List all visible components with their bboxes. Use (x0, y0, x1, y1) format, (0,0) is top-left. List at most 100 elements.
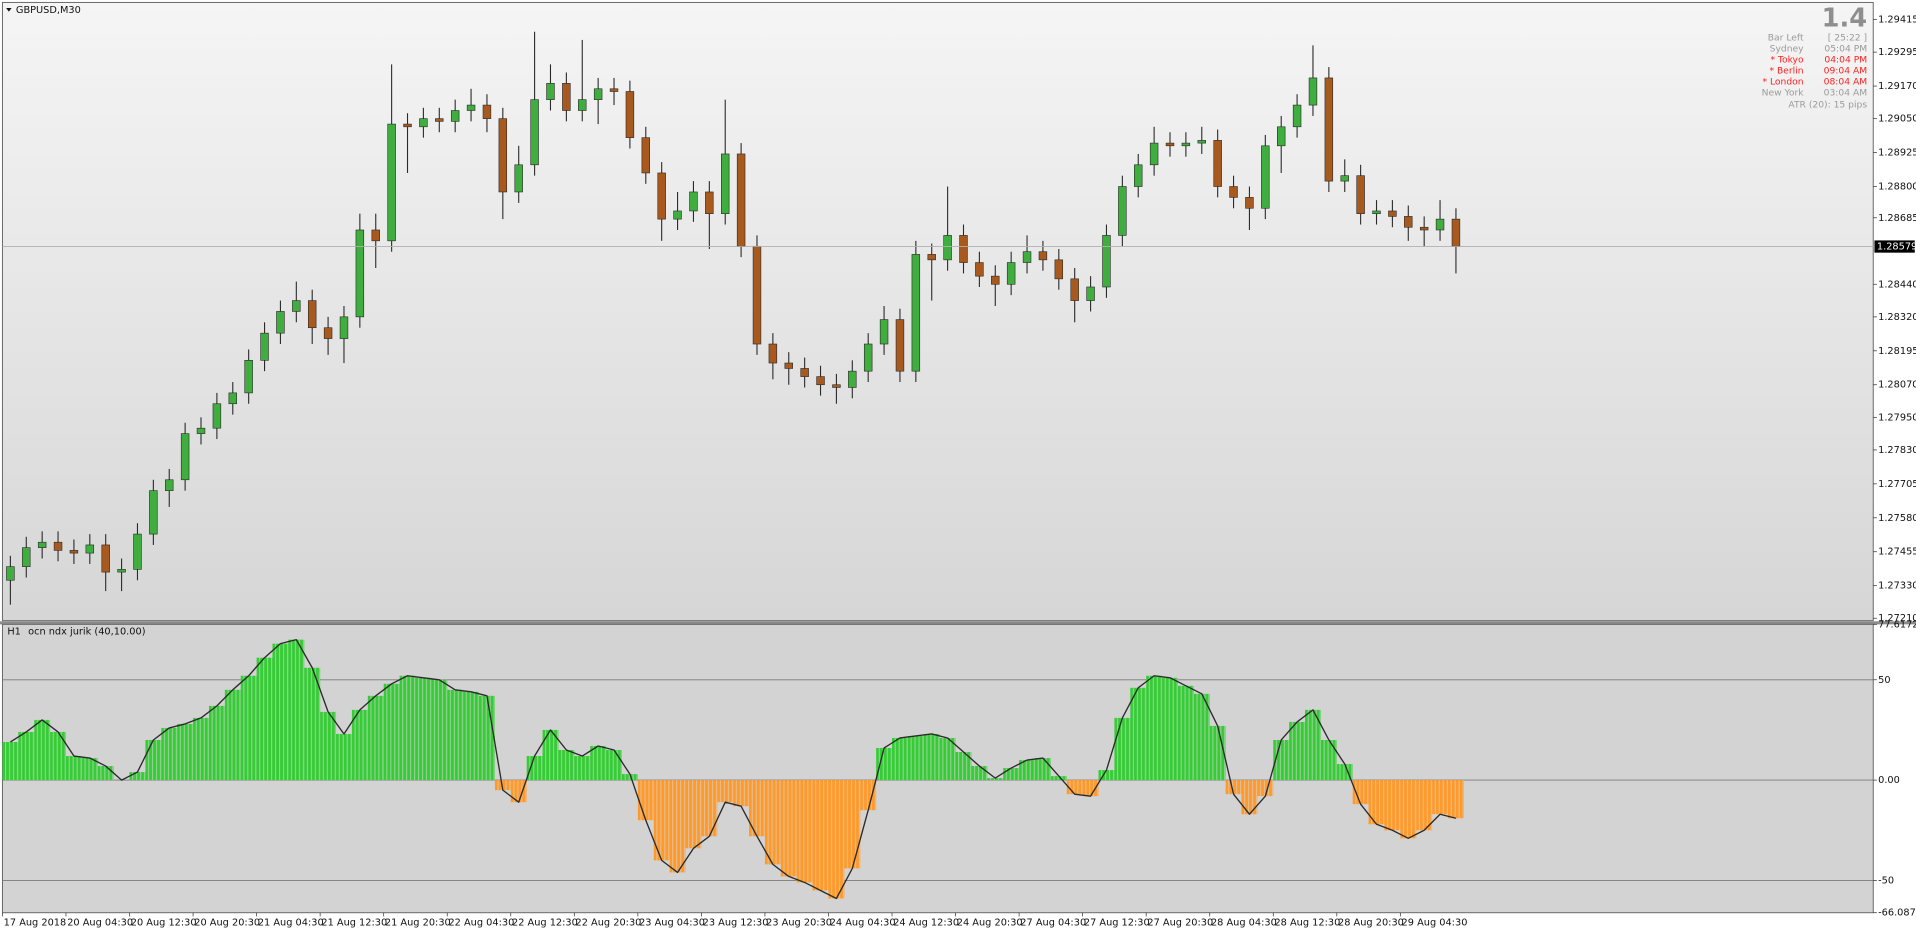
candle-body (1165, 142, 1175, 147)
histogram-bar (256, 657, 273, 781)
histogram-bar (161, 727, 178, 781)
time-tick-label: 28 Aug 12:30 (1274, 917, 1340, 928)
price-tick-label: 1.28320 (1878, 312, 1916, 323)
histogram-bar (399, 675, 416, 781)
candle-body (307, 300, 317, 329)
symbol-menu-arrow[interactable] (6, 7, 12, 12)
candle-body (419, 118, 428, 128)
candle-body (1245, 197, 1254, 209)
candle-body (1070, 278, 1079, 301)
pane-separator[interactable] (0, 621, 1916, 625)
candle-body (863, 343, 873, 372)
candle-body (387, 123, 396, 242)
candle-body (1149, 142, 1159, 166)
candle-body (1086, 286, 1095, 301)
time-tick-label: 22 Aug 04:30 (448, 917, 514, 928)
price-tick-label: 1.28440 (1878, 279, 1916, 290)
histogram-bar (987, 778, 1004, 781)
histogram-bar (780, 780, 797, 877)
candle-body (1340, 175, 1349, 182)
histogram-bar (81, 758, 98, 781)
candle-body (1022, 251, 1032, 263)
candle-body (848, 370, 857, 388)
candle-body (482, 104, 492, 119)
histogram-bar (733, 780, 750, 807)
price-tick-label: 1.27705 (1878, 479, 1916, 490)
histogram-bar (574, 756, 591, 781)
candle-body (355, 229, 365, 318)
candle-body (244, 360, 253, 394)
candle-body (1372, 210, 1381, 214)
candle-body (180, 433, 190, 481)
candle-body (212, 403, 222, 429)
histogram-bar (1209, 725, 1226, 781)
histogram-bar (65, 756, 82, 781)
histogram-bar (97, 766, 114, 781)
price-tick-label: 1.29050 (1878, 114, 1916, 125)
indicator-tick-label: -66.0872 (1878, 908, 1916, 919)
time-tick-label: 20 Aug 04:30 (67, 917, 133, 928)
histogram-bar (1114, 717, 1131, 781)
histogram-bar (129, 772, 146, 781)
price-tick-label: 1.28195 (1878, 346, 1916, 357)
indicator-timeframe: H1 (7, 627, 21, 638)
time-tick-label: 21 Aug 04:30 (258, 917, 324, 928)
histogram-bar (1019, 760, 1035, 781)
time-tick-label: 28 Aug 04:30 (1211, 917, 1277, 928)
histogram-bar (50, 731, 66, 781)
price-tick-label: 1.27580 (1878, 513, 1916, 524)
candle-body (562, 83, 571, 111)
candle-body (1134, 164, 1143, 187)
candle-body (196, 427, 206, 434)
histogram-bar (1336, 764, 1353, 781)
current-price-box (1874, 240, 1915, 253)
candle-body (133, 533, 142, 570)
current-price-label: 1.28579 (1877, 242, 1916, 253)
histogram-bar (336, 733, 352, 781)
info-row-value: 09:04 AM (1824, 65, 1867, 76)
candle-body (37, 541, 47, 548)
histogram-bar (1082, 780, 1099, 797)
price-tick-label: 1.28925 (1878, 148, 1916, 159)
candle-body (22, 547, 31, 567)
time-tick-label: 27 Aug 04:30 (1020, 917, 1086, 928)
histogram-bar (1416, 780, 1433, 831)
candle-body (1102, 235, 1111, 288)
histogram-bar (685, 780, 702, 849)
candle-body (546, 83, 555, 100)
histogram-bar (193, 717, 209, 781)
histogram-bar (860, 780, 877, 811)
candle-body (1404, 216, 1413, 228)
candle-body (53, 541, 63, 551)
candle-body (1261, 145, 1270, 209)
histogram-bar (1034, 758, 1051, 781)
histogram-bar (749, 780, 765, 837)
indicator-tick-label: 77.6172 (1878, 619, 1916, 630)
candle-body (292, 300, 301, 312)
candle-body (498, 118, 508, 193)
histogram-bar (844, 780, 861, 869)
candle-body (165, 479, 174, 491)
candle-body (260, 332, 269, 361)
atr-label: ATR (20): 15 pips (1788, 100, 1867, 111)
histogram-bar (1050, 776, 1067, 781)
indicator-tick-label: 50 (1878, 675, 1890, 686)
price-tick-label: 1.29170 (1878, 81, 1916, 92)
histogram-bar (1289, 721, 1306, 781)
indicator-tick-label: -50 (1878, 875, 1894, 886)
histogram-bar (606, 750, 622, 781)
time-tick-label: 21 Aug 20:30 (385, 917, 451, 928)
histogram-bar (1447, 780, 1464, 819)
histogram-bar (939, 737, 956, 781)
histogram-bar (431, 679, 448, 781)
histogram-bar (653, 780, 670, 861)
candle-body (466, 104, 476, 111)
histogram-bar (1273, 739, 1290, 781)
histogram-bar (669, 780, 686, 873)
candle-body (1181, 142, 1191, 147)
candle-body (1435, 218, 1445, 231)
info-row-value: 08:04 AM (1824, 76, 1867, 87)
histogram-bar (177, 723, 194, 781)
histogram-bar (351, 709, 368, 781)
